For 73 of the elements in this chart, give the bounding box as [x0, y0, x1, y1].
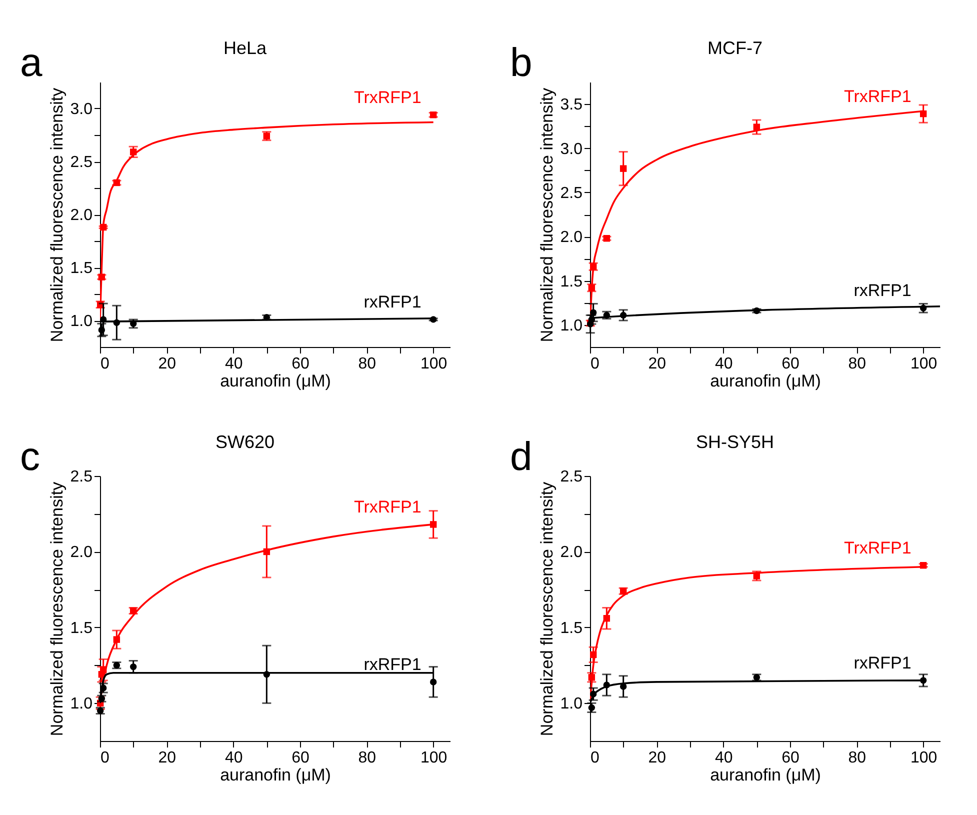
x-tick-label: 20: [648, 750, 666, 766]
text: a: [20, 41, 43, 85]
x-tick-label: 40: [224, 356, 243, 372]
y-axis-title: Normalized fluorescence intensity: [47, 87, 66, 342]
y-tick-label: 1.0: [70, 313, 93, 330]
y-tick-label: 1.5: [70, 620, 93, 637]
x-tick-label: 60: [782, 750, 800, 766]
y-tick-label: 3.0: [560, 140, 583, 158]
y-tick-label: 2.5: [560, 468, 583, 486]
y-tick-label: 1.5: [560, 620, 583, 637]
point: [130, 663, 137, 670]
x-tick-label: 100: [910, 356, 938, 372]
x-axis-title: auranofin (μM): [220, 372, 331, 390]
series-label: TrxRFP1: [354, 88, 422, 107]
point: [590, 309, 597, 316]
x-tick-label: 80: [848, 356, 866, 372]
text: d: [510, 435, 532, 479]
chart-title: SW620: [215, 432, 275, 452]
y-tick-label: 2.0: [560, 544, 583, 562]
series-label: rxRFP1: [854, 281, 912, 300]
point: [430, 678, 437, 686]
chart-title: MCF-7: [708, 38, 762, 58]
x-tick-label: 40: [714, 356, 733, 372]
series-label: TrxRFP1: [844, 86, 912, 106]
x-axis-title: auranofin (μM): [220, 766, 331, 784]
y-tick-label: 1.0: [560, 317, 583, 334]
text: c: [20, 435, 40, 479]
point: [620, 165, 627, 172]
y-tick-label: 2.0: [560, 229, 583, 246]
y-axis-title: Normalized fluorescence intensity: [537, 87, 556, 342]
x-axis-title: auranofin (μM): [710, 372, 821, 390]
series-label: rxRFP1: [854, 653, 912, 672]
x-tick-label: 100: [420, 750, 448, 766]
y-tick-label: 3.0: [70, 101, 93, 118]
x-tick-label: 0: [590, 750, 600, 766]
x-tick-label: 80: [358, 356, 376, 372]
point: [98, 326, 106, 334]
point: [263, 132, 270, 140]
x-tick-label: 20: [648, 356, 666, 372]
y-tick-label: 2.0: [70, 544, 93, 562]
x-tick-label: 0: [590, 356, 600, 372]
y-tick-label: 1.0: [70, 696, 93, 713]
x-tick-label: 0: [100, 356, 110, 372]
x-tick-label: 0: [100, 750, 110, 766]
y-axis-title: Normalized fluorescence intensity: [47, 481, 66, 736]
x-tick-label: 40: [224, 750, 243, 766]
chart-title: HeLa: [223, 38, 268, 58]
x-tick-label: 40: [714, 750, 733, 766]
y-tick-label: 2.5: [70, 154, 93, 171]
x-tick-label: 80: [358, 750, 376, 766]
series-label: rxRFP1: [364, 654, 422, 674]
y-tick-label: 2.5: [560, 184, 583, 202]
y-tick-label: 2.0: [70, 207, 93, 224]
series-label: rxRFP1: [364, 292, 422, 312]
x-tick-label: 100: [910, 750, 938, 766]
y-tick-label: 3.5: [560, 96, 583, 114]
y-axis-title: Normalized fluorescence intensity: [537, 481, 556, 736]
x-tick-label: 60: [292, 750, 310, 766]
x-tick-label: 60: [782, 356, 800, 372]
text: b: [510, 41, 532, 85]
x-tick-label: 20: [158, 750, 176, 766]
y-tick-label: 1.5: [560, 273, 583, 290]
x-tick-label: 100: [420, 356, 448, 372]
y-tick-label: 2.5: [70, 468, 93, 486]
series-label: TrxRFP1: [844, 538, 912, 558]
x-tick-label: 60: [292, 356, 310, 372]
chart-title: SH-SY5H: [696, 432, 774, 452]
x-axis-title: auranofin (μM): [710, 766, 821, 784]
x-tick-label: 20: [158, 356, 176, 372]
y-tick-label: 1.0: [560, 696, 583, 713]
series-label: TrxRFP1: [354, 497, 422, 516]
x-tick-label: 80: [848, 750, 866, 766]
y-tick-label: 1.5: [70, 260, 93, 277]
